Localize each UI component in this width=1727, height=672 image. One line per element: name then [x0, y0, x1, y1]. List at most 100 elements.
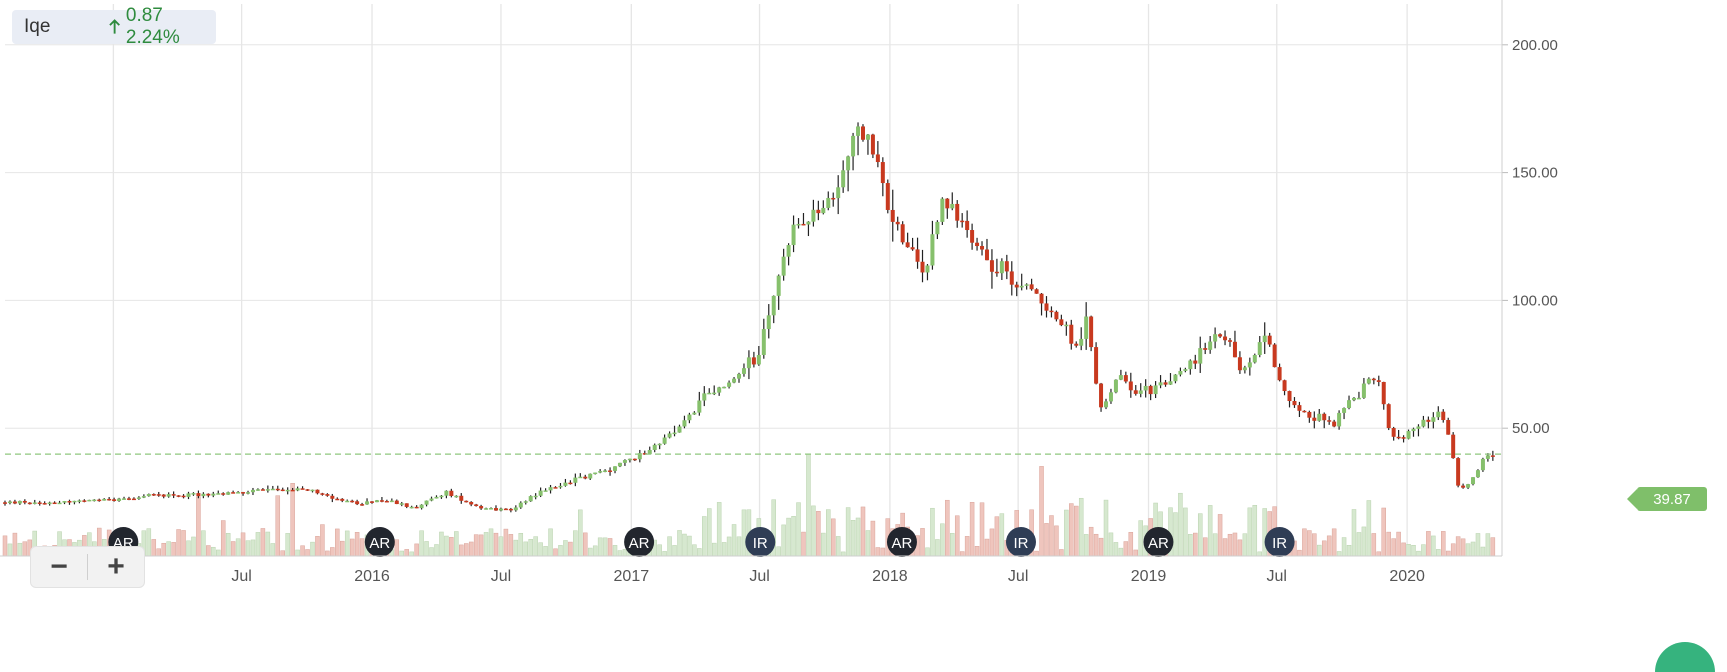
event-marker-ar[interactable]: AR	[1143, 527, 1174, 557]
event-marker-circle[interactable]	[1264, 527, 1295, 557]
event-marker-ir[interactable]: IR	[1264, 527, 1295, 557]
volume-bar	[1103, 499, 1109, 557]
event-marker-ar[interactable]: AR	[364, 527, 395, 557]
candle-body	[593, 472, 598, 475]
volume-bar	[1247, 507, 1253, 557]
event-marker-ar[interactable]: AR	[886, 527, 917, 557]
candle-body	[999, 261, 1004, 274]
event-marker-circle[interactable]	[364, 527, 395, 557]
candle-body	[687, 414, 692, 421]
candle-body	[1004, 261, 1009, 272]
candle-body	[136, 497, 141, 499]
event-marker-label: IR	[1013, 535, 1028, 552]
volume-bar	[845, 507, 851, 557]
candle-body	[17, 500, 22, 504]
candle-body	[1163, 382, 1168, 385]
event-marker-circle[interactable]	[624, 527, 655, 557]
candle-body	[583, 476, 588, 479]
candle-body	[295, 488, 300, 491]
volume-bar	[235, 538, 241, 557]
event-marker-label: AR	[892, 535, 913, 552]
volume-bar	[1217, 514, 1223, 557]
volume-bar	[1386, 531, 1391, 557]
volume-bar	[1212, 533, 1218, 557]
volume-bar	[682, 533, 687, 557]
zoom-out-button[interactable]: −	[50, 550, 68, 583]
candle-body	[7, 501, 12, 504]
candle-body	[498, 508, 503, 511]
volume-bar	[830, 518, 836, 557]
candle-body	[280, 489, 285, 492]
volume-bar	[1475, 533, 1481, 557]
volume-bar	[1257, 551, 1263, 557]
volume-bar	[776, 546, 781, 557]
x-tick-label: Jul	[1008, 568, 1028, 585]
volume-bar	[459, 544, 464, 557]
candle-body	[493, 508, 498, 511]
candle-body	[300, 488, 305, 490]
volume-bar	[498, 536, 504, 557]
candle-body	[508, 508, 513, 511]
candle-body	[940, 198, 945, 222]
x-tick-label: 2019	[1131, 568, 1167, 585]
candle-body	[1133, 390, 1138, 394]
volume-bar	[320, 524, 325, 557]
candle-body	[1173, 374, 1178, 382]
volume-bar	[548, 528, 553, 557]
volume-bar	[295, 549, 300, 557]
candle-body	[1381, 381, 1386, 405]
event-marker-circle[interactable]	[1005, 527, 1036, 557]
volume-bar	[330, 547, 335, 557]
volume-bar	[1391, 538, 1396, 557]
candle-body	[1426, 419, 1431, 422]
candle-body	[1247, 362, 1252, 368]
event-marker-ir[interactable]: IR	[1005, 527, 1036, 557]
candle-body	[895, 221, 900, 225]
candle-series	[3, 122, 1495, 513]
event-marker-ar[interactable]: AR	[624, 527, 655, 557]
candle-body	[285, 489, 290, 492]
candle-body	[563, 482, 568, 486]
event-marker-ir[interactable]: IR	[745, 527, 776, 557]
candle-body	[920, 261, 925, 273]
event-marker-circle[interactable]	[1143, 527, 1174, 557]
candle-body	[627, 458, 632, 461]
volume-bar	[1064, 509, 1069, 557]
volume-bar	[999, 513, 1005, 557]
candle-body	[350, 500, 355, 503]
candle-body	[1232, 341, 1237, 358]
volume-bar	[741, 509, 747, 557]
volume-bar	[607, 538, 613, 557]
candle-body	[821, 207, 826, 214]
volume-bar	[463, 543, 469, 557]
volume-bar	[806, 453, 811, 557]
volume-bar	[984, 538, 990, 557]
candle-body	[1153, 385, 1158, 395]
candle-body	[756, 354, 761, 365]
candle-body	[1446, 420, 1451, 435]
candle-body	[642, 453, 647, 455]
volume-bar	[1093, 533, 1099, 557]
candle-body	[216, 493, 221, 495]
candle-body	[543, 490, 548, 492]
zoom-in-button[interactable]: +	[107, 550, 125, 583]
volume-bar	[1331, 528, 1337, 557]
candle-body	[682, 420, 687, 427]
volume-bar	[454, 531, 459, 557]
zoom-controls: − +	[30, 546, 145, 588]
candle-body	[657, 443, 662, 446]
volume-bar	[1202, 537, 1208, 557]
volume-bar	[176, 529, 181, 557]
event-marker-circle[interactable]	[745, 527, 776, 557]
candle-body	[732, 378, 737, 383]
candle-body	[528, 496, 533, 502]
candle-body	[994, 271, 999, 274]
candle-body	[1064, 324, 1069, 327]
candle-body	[290, 489, 295, 492]
candle-body	[1475, 470, 1480, 478]
x-tick-label: 2017	[614, 568, 650, 585]
event-marker-circle[interactable]	[886, 527, 917, 557]
candle-body	[1044, 303, 1049, 311]
volume-bar	[1118, 547, 1124, 557]
